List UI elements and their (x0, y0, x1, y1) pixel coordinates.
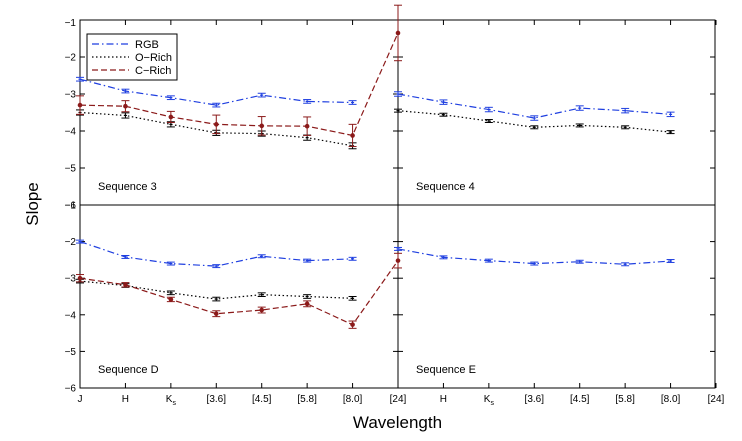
y-tick-label: −5 (65, 347, 77, 358)
x-tick-label: [24] (390, 394, 407, 405)
x-tick-label: [5.8] (615, 394, 635, 405)
data-point (123, 103, 128, 109)
legend-label-rgb: RGB (135, 39, 159, 51)
data-point (213, 311, 219, 317)
y-tick-label: −1 (65, 201, 77, 212)
x-tick-label: [8.0] (343, 394, 363, 405)
legend-label-orich: O−Rich (135, 52, 172, 64)
data-point (168, 297, 174, 302)
legend-box (86, 33, 178, 81)
series-rgb (394, 91, 675, 121)
series-rgb (76, 239, 357, 269)
data-point (259, 123, 265, 129)
series-line-crich (79, 260, 399, 326)
y-tick-label: −6 (65, 384, 77, 395)
y-tick-label: −4 (65, 127, 77, 138)
x-tick-label: [5.8] (297, 394, 317, 405)
y-tick-label: −2 (65, 53, 77, 64)
x-tick-label: [8.0] (661, 394, 681, 405)
x-tick-label: [24] (708, 394, 725, 405)
data-point (304, 301, 310, 307)
data-point (304, 123, 310, 129)
data-point (168, 114, 174, 120)
y-tick-label: −3 (65, 274, 77, 285)
panel-label: Sequence E (416, 364, 476, 376)
data-point (123, 282, 128, 288)
y-tick-label: −5 (65, 164, 77, 175)
panel-label: Sequence 3 (98, 181, 157, 193)
data-point (350, 133, 355, 138)
series-rgb (76, 76, 357, 108)
series-line-rgb (79, 241, 353, 267)
data-layer (76, 4, 675, 329)
label-layer: −6−5−4−3−2−1−6−5−4−3−2−1J H Ks [3.6] [4.5] [5… (23, 18, 725, 432)
x-tick-label: Ks (484, 394, 495, 407)
y-tick-label: −1 (65, 18, 77, 29)
x-tick-label: [4.5] (570, 394, 590, 405)
series-orich (394, 108, 675, 135)
x-tick-label: Ks (166, 394, 177, 407)
y-axis-title: Slope (23, 182, 42, 225)
data-point (77, 275, 83, 281)
x-tick-label: J (78, 394, 83, 405)
y-tick-label: −6 (65, 201, 77, 212)
legend-label-crich: C−Rich (135, 65, 171, 77)
x-tick-label: H (440, 394, 447, 405)
data-point (350, 322, 355, 327)
series-crich (76, 4, 402, 148)
y-tick-label: −4 (65, 310, 77, 321)
series-orich (76, 278, 357, 302)
panel-label: Sequence D (98, 364, 159, 376)
y-tick-label: −3 (65, 90, 77, 101)
data-point (259, 307, 265, 313)
x-tick-label: H (122, 394, 129, 405)
x-axis-title: Wavelength (353, 413, 442, 432)
series-crich (76, 252, 402, 329)
data-point (77, 102, 83, 108)
series-rgb (394, 246, 675, 267)
x-tick-label: [3.6] (207, 394, 227, 405)
series-line-rgb (79, 78, 353, 106)
x-tick-label: [3.6] (525, 394, 545, 405)
data-point (213, 122, 219, 127)
x-tick-label: [4.5] (252, 394, 272, 405)
panel-label: Sequence 4 (416, 181, 475, 193)
y-tick-label: −2 (65, 237, 77, 248)
data-point (395, 258, 401, 263)
data-point (395, 30, 401, 36)
